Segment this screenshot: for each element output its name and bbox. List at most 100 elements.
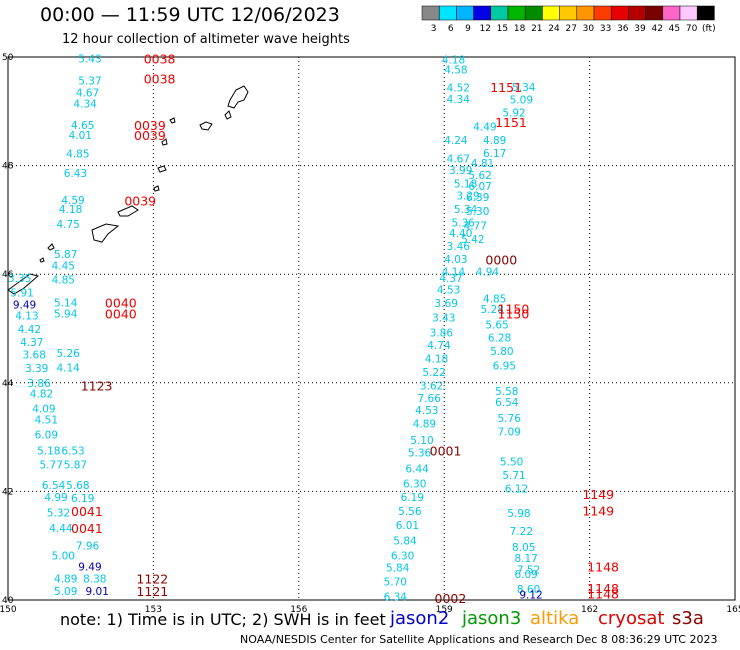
legend-swatches: 3 6 9 12 15 18 21 24 27 30 33 36 39 42 45 70 (ft): [421, 5, 716, 34]
wave-height-value: 4.45: [52, 261, 75, 273]
wave-height-value: 4.42: [18, 324, 41, 336]
pass-time-label: 1123: [81, 379, 113, 394]
wave-height-value: 4.34: [73, 99, 97, 111]
wave-height-value: 4.67: [76, 87, 99, 99]
wave-height-value: 4.01: [69, 130, 92, 142]
wave-height-value: 5.50: [500, 457, 523, 469]
wave-height-value: 5.76: [498, 413, 522, 425]
legend-label: 33: [600, 24, 611, 34]
legend-cryosat: cryosat: [598, 608, 665, 629]
wave-height-value: 6.34: [384, 592, 408, 604]
pass-time-label: 1121: [136, 584, 168, 599]
wave-height-value: 9.12: [519, 590, 542, 602]
wave-height-value: 5.26: [56, 348, 80, 360]
wave-height-value: 5.94: [54, 308, 78, 320]
wave-height-value: 4.13: [15, 310, 38, 322]
wave-height-value: 4.51: [35, 415, 58, 427]
wave-height-value: 4.40: [449, 228, 472, 240]
wave-height-value: 5.71: [502, 470, 525, 482]
wave-height-value: 3.69: [435, 298, 458, 310]
wave-height-value: 4.81: [471, 158, 494, 170]
wave-height-value: 6.19: [71, 493, 94, 505]
wave-height-value: 5.70: [384, 577, 407, 589]
legend-altika: altika: [530, 608, 580, 629]
wave-height-value: 9.01: [86, 586, 109, 598]
legend-label: 6: [448, 24, 454, 34]
wave-height-value: 4.09: [32, 403, 55, 415]
wave-height-value: 6.01: [396, 520, 419, 532]
wave-height-value: 9.49: [78, 561, 101, 573]
wave-height-value: 6.39: [466, 192, 489, 204]
wave-height-value: 7.09: [498, 427, 521, 439]
legend-label: 9: [465, 24, 471, 34]
legend-label: 70: [686, 24, 698, 34]
wave-height-value: 4.34: [447, 94, 471, 106]
wave-height-value: 4.53: [415, 405, 438, 417]
wave-height-value: 3.29: [456, 190, 479, 202]
wave-height-value: 4.49: [473, 122, 496, 134]
wave-height-value: 4.75: [56, 219, 79, 231]
wave-height-value: 6.43: [64, 168, 87, 180]
legend-label: 18: [514, 24, 526, 34]
wave-height-value: 4.14: [56, 363, 80, 375]
legend-label: 36: [617, 24, 629, 34]
page-title: 00:00 — 11:59 UTC 12/06/2023: [40, 4, 340, 26]
wave-height-value: 5.28: [481, 304, 504, 316]
wave-height-value: 5.22: [422, 367, 445, 379]
legend-swatch: [696, 5, 715, 21]
wave-height-value: 5.37: [78, 75, 101, 87]
pass-time-label: 1148: [587, 581, 619, 596]
legend-label: 21: [531, 24, 542, 34]
wave-height-value: 5.34: [512, 82, 536, 94]
wave-height-value: 5.58: [495, 386, 518, 398]
wave-height-value: 4.18: [59, 204, 82, 216]
wave-height-value: 3.46: [447, 241, 471, 253]
wave-height-value: 5.32: [47, 508, 70, 520]
wave-height-value: 5.36: [451, 218, 475, 230]
legend-label: (ft): [702, 24, 716, 34]
pass-time-label: 1148: [587, 559, 619, 574]
wave-height-value: 4.18: [425, 353, 448, 365]
pass-time-label: 1150: [498, 301, 530, 316]
wave-height-value: 5.84: [386, 562, 410, 574]
pass-time-label: 0039: [124, 193, 156, 208]
wave-height-value: 8.05: [512, 542, 535, 554]
pass-time-label: 0039: [134, 128, 166, 143]
wave-height-value: 6.44: [405, 464, 429, 476]
wave-height-value: 3.86: [430, 327, 454, 339]
wave-height-value: 5.09: [54, 586, 77, 598]
wave-height-value: 6.09: [514, 569, 537, 581]
wave-height-value: 3.99: [449, 165, 472, 177]
pass-time-label: 1148: [587, 586, 619, 601]
pass-time-label: 0001: [430, 444, 462, 459]
lon-tick-label: 150: [0, 605, 17, 615]
wave-height-value: 3.39: [25, 363, 48, 375]
legend-label: 12: [479, 24, 490, 34]
wave-height-value: 4.58: [444, 64, 467, 76]
island-outline: [39, 257, 45, 263]
pass-time-label: 1149: [582, 487, 614, 502]
wave-height-value: 5.00: [52, 550, 75, 562]
pass-time-label: 1150: [498, 306, 530, 321]
wave-height-value: 4.52: [447, 82, 470, 94]
wave-height-value: 7.22: [510, 526, 533, 538]
lon-tick-label: 159: [436, 605, 453, 615]
island-outline: [199, 121, 213, 131]
wave-height-value: 6.28: [488, 333, 511, 345]
wave-height-value: 4.85: [52, 275, 75, 287]
wave-height-value: 6.95: [493, 360, 516, 372]
wave-height-value: 5.09: [510, 94, 533, 106]
lat-tick-label: 48: [2, 162, 14, 172]
island-outline: [91, 223, 120, 243]
legend-label: 27: [565, 24, 576, 34]
wave-height-value: 4.89: [413, 419, 436, 431]
wave-height-value: 4.18: [442, 55, 465, 67]
lon-tick-label: 153: [145, 605, 162, 615]
wave-height-value: 6.07: [468, 181, 491, 193]
pass-time-label: 1122: [136, 571, 168, 586]
footer-timestamp: Dec 8 08:36:29 UTC 2023: [576, 633, 718, 646]
island-outline: [224, 110, 232, 120]
pass-time-label: 0040: [105, 306, 137, 321]
pass-time-label: 0038: [144, 52, 176, 67]
pass-time-label: 1149: [582, 503, 614, 518]
